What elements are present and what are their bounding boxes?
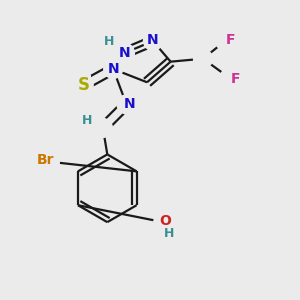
Text: S: S bbox=[78, 76, 90, 94]
Circle shape bbox=[216, 32, 235, 50]
Circle shape bbox=[40, 152, 59, 171]
Text: H: H bbox=[103, 34, 114, 48]
Circle shape bbox=[220, 68, 239, 87]
Text: F: F bbox=[226, 33, 236, 46]
Text: N: N bbox=[124, 98, 135, 111]
Text: H: H bbox=[164, 227, 174, 240]
Circle shape bbox=[117, 95, 136, 114]
Text: N: N bbox=[119, 46, 131, 60]
Circle shape bbox=[143, 32, 162, 50]
Text: N: N bbox=[147, 33, 159, 46]
Circle shape bbox=[154, 213, 173, 232]
Circle shape bbox=[74, 76, 93, 94]
Circle shape bbox=[104, 60, 123, 78]
Circle shape bbox=[116, 44, 134, 62]
Circle shape bbox=[94, 118, 112, 137]
Text: N: N bbox=[107, 62, 119, 76]
Text: H: H bbox=[82, 114, 92, 127]
Circle shape bbox=[194, 49, 212, 68]
Text: O: O bbox=[159, 214, 171, 228]
Text: F: F bbox=[231, 72, 240, 86]
Text: Br: Br bbox=[37, 153, 54, 167]
